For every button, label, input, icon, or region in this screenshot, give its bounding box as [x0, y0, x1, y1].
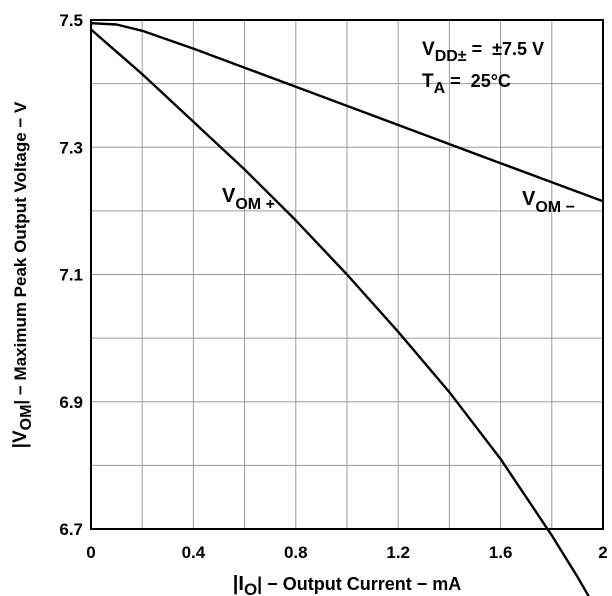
x-tick-label: 0: [86, 543, 95, 562]
x-tick-label: 2: [598, 543, 607, 562]
x-tick-label: 1.6: [489, 543, 513, 562]
series-label-vom-minus: VOM −: [522, 188, 575, 216]
plot-frame: [90, 19, 604, 530]
x-tick-labels: 0 0.4 0.8 1.2 1.6 2: [86, 543, 607, 562]
x-tick-label: 1.2: [386, 543, 410, 562]
series-label-vom-plus: VOM +: [222, 185, 275, 213]
y-tick-label: 7.5: [59, 11, 83, 30]
condition-vdd: VDD± = ±7.5 V: [422, 39, 544, 65]
x-axis-label: |IO| − Output Current − mA: [233, 573, 461, 596]
y-tick-label: 6.7: [59, 520, 83, 539]
series-line-vom-minus: [90, 22, 604, 203]
y-tick-label: 6.9: [59, 393, 83, 412]
y-tick-label: 7.1: [59, 266, 83, 285]
x-tick-label: 0.4: [182, 543, 206, 562]
series-group: [90, 22, 604, 596]
y-tick-label: 7.3: [59, 138, 83, 157]
y-axis-label: |VOM| − Maximum Peak Output Voltage − V: [10, 101, 35, 448]
x-tick-label: 0.8: [284, 543, 308, 562]
series-line-vom-plus: [90, 28, 590, 596]
y-tick-labels: 6.7 6.9 7.1 7.3 7.5: [59, 11, 83, 539]
condition-ta: TA = 25°C: [422, 71, 511, 97]
